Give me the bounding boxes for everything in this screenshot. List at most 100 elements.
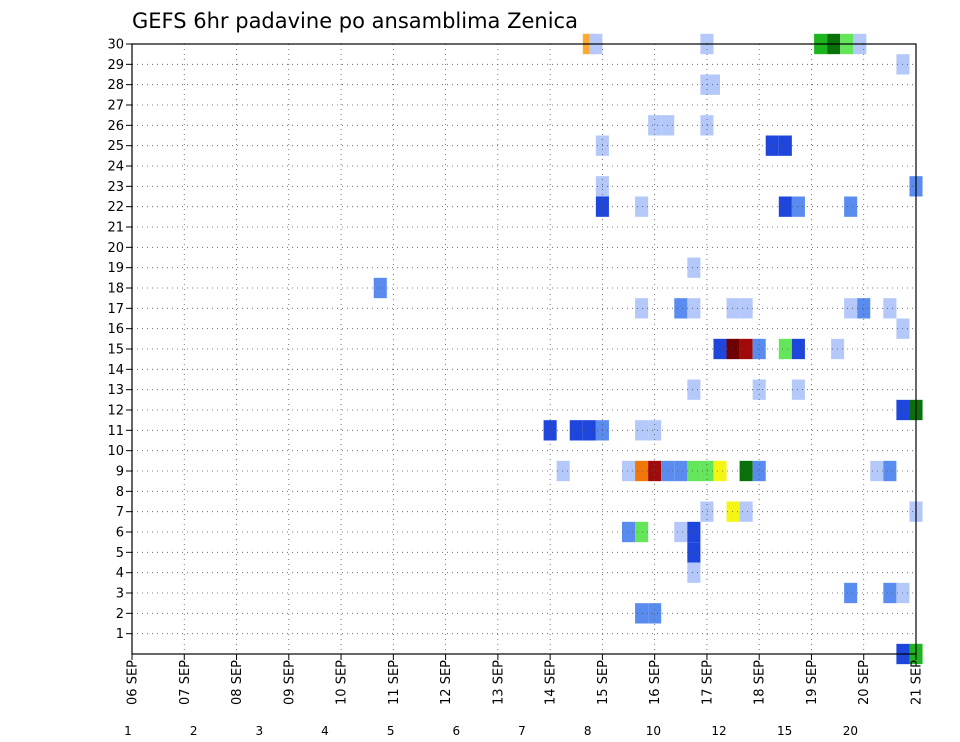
heatmap-cell xyxy=(857,298,871,319)
heatmap-cell xyxy=(687,379,701,400)
heatmap-cell xyxy=(700,460,714,482)
y-tick-label: 18 xyxy=(107,282,124,297)
heatmap-cell xyxy=(752,460,766,482)
heatmap-cell xyxy=(844,298,858,319)
y-tick-label: 1 xyxy=(116,627,124,642)
heatmap-cell xyxy=(883,582,897,604)
x-tick-label: 13 SEP xyxy=(491,660,506,705)
heatmap-cell xyxy=(726,298,740,319)
colorbar-label: 20 xyxy=(843,724,858,738)
y-tick-label: 5 xyxy=(116,546,124,561)
heatmap-cell xyxy=(648,420,662,441)
x-tick-label: 20 SEP xyxy=(857,660,872,705)
y-tick-label: 17 xyxy=(107,302,124,317)
colorbar-label: 3 xyxy=(256,724,264,738)
colorbar-label: 7 xyxy=(518,724,526,738)
heatmap-cell xyxy=(582,420,596,441)
heatmap-cell xyxy=(791,379,805,400)
heatmap-cell xyxy=(648,115,662,136)
heatmap-cell xyxy=(726,338,740,360)
x-tick-label: 16 SEP xyxy=(648,660,663,705)
y-tick-label: 12 xyxy=(107,404,124,419)
y-tick-label: 15 xyxy=(107,343,124,358)
heatmap-cell xyxy=(778,196,792,217)
colorbar-label: 15 xyxy=(777,724,792,738)
x-tick-label: 21 SEP xyxy=(910,660,925,705)
y-tick-label: 13 xyxy=(107,383,124,398)
heatmap-cell xyxy=(713,338,727,360)
heatmap-cell xyxy=(674,298,688,319)
colorbar-label: 2 xyxy=(190,724,198,738)
y-tick-label: 6 xyxy=(116,526,124,541)
heatmap-cell xyxy=(791,196,805,217)
x-tick-label: 17 SEP xyxy=(700,660,715,705)
x-axis: 06 SEP 07 SEP 08 SEP 09 SEP 10 SEP 11 SEP 12 S… xyxy=(126,654,925,705)
heatmap-cell xyxy=(844,582,858,604)
x-tick-label: 18 SEP xyxy=(753,660,768,705)
colorbar-label: 6 xyxy=(453,724,461,738)
colorbar-label: 4 xyxy=(321,724,329,738)
heatmap-cell xyxy=(870,460,884,482)
y-tick-label: 9 xyxy=(116,465,124,480)
heatmap-cell xyxy=(569,420,583,441)
heatmap-cell xyxy=(778,135,792,156)
colorbar-label: 5 xyxy=(387,724,395,738)
x-tick-label: 10 SEP xyxy=(335,660,350,705)
heatmap-cell xyxy=(713,460,727,482)
heatmap-cell xyxy=(635,603,649,624)
x-tick-label: 11 SEP xyxy=(387,660,402,705)
heatmap-cell xyxy=(635,298,649,319)
heatmap-cell xyxy=(635,521,649,543)
heatmap-cells xyxy=(373,33,923,665)
y-tick-label: 23 xyxy=(107,180,124,195)
y-tick-label: 3 xyxy=(116,587,124,602)
heatmap-cell xyxy=(700,501,714,522)
x-tick-label: 19 SEP xyxy=(805,660,820,705)
heatmap-cell xyxy=(622,460,636,482)
heatmap-cell xyxy=(739,460,753,482)
y-tick-label: 4 xyxy=(116,566,124,581)
heatmap-cell xyxy=(373,277,387,299)
heatmap-cell xyxy=(883,460,897,482)
x-tick-label: 06 SEP xyxy=(126,660,141,705)
grid-lines xyxy=(131,43,917,654)
y-axis: 1234567891011121314151617181920212223242… xyxy=(107,38,132,642)
heatmap-cell xyxy=(739,298,753,319)
heatmap-cell xyxy=(622,521,636,543)
heatmap-cell xyxy=(706,74,720,95)
colorbar-label: 1 xyxy=(124,724,132,738)
x-tick-label: 15 SEP xyxy=(596,660,611,705)
heatmap-cell xyxy=(635,420,649,441)
y-tick-label: 29 xyxy=(107,58,124,73)
heatmap-cell xyxy=(778,338,792,360)
heatmap-cell xyxy=(648,603,662,624)
y-tick-label: 8 xyxy=(116,485,124,500)
heatmap-cell xyxy=(648,460,662,482)
y-tick-label: 22 xyxy=(107,200,124,215)
y-tick-label: 10 xyxy=(107,444,124,459)
y-tick-label: 2 xyxy=(116,607,124,622)
heatmap-cell xyxy=(687,460,701,482)
heatmap-cell xyxy=(674,460,688,482)
colorbar-label: 10 xyxy=(646,724,661,738)
heatmap-cell xyxy=(739,501,753,522)
heatmap-cell xyxy=(883,298,897,319)
heatmap-cell xyxy=(635,196,649,217)
x-tick-label: 08 SEP xyxy=(230,660,245,705)
heatmap-cell xyxy=(700,115,714,136)
heatmap-cell xyxy=(791,338,805,360)
chart-title: GEFS 6hr padavine po ansamblima Zenica xyxy=(132,9,578,33)
y-tick-label: 24 xyxy=(107,160,124,175)
y-tick-label: 25 xyxy=(107,139,124,154)
y-tick-label: 26 xyxy=(107,119,124,134)
heatmap-cell xyxy=(752,338,766,360)
heatmap-cell xyxy=(844,196,858,217)
x-tick-label: 09 SEP xyxy=(282,660,297,705)
heatmap-cell xyxy=(543,420,557,441)
y-tick-label: 19 xyxy=(107,261,124,276)
y-tick-label: 28 xyxy=(107,78,124,93)
heatmap-cell xyxy=(674,521,688,543)
x-tick-label: 14 SEP xyxy=(544,660,559,705)
colorbar: 1 2 3 4 5 6 7 8 10 12 15 20 xyxy=(124,724,858,738)
